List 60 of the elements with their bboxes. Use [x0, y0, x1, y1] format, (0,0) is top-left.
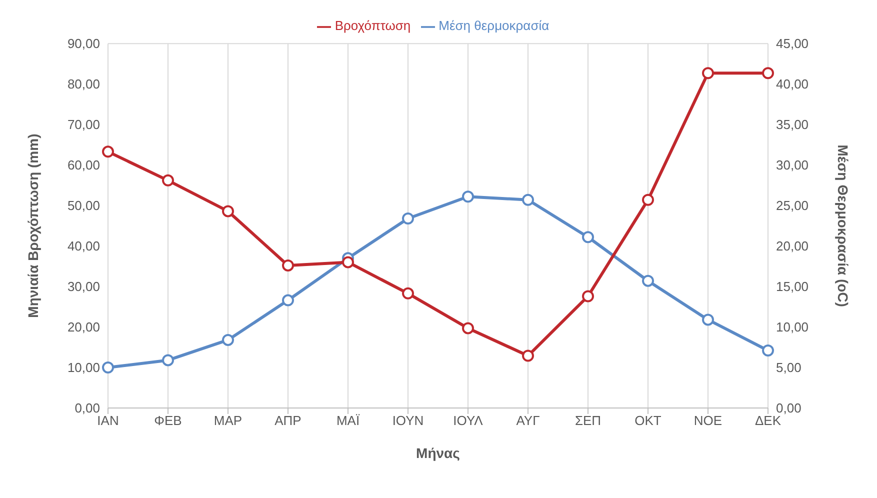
point	[282, 294, 294, 306]
y-tick-label: 70,00	[67, 117, 100, 132]
point	[582, 231, 594, 244]
point	[342, 256, 354, 268]
y-tick-label: 10,00	[67, 360, 100, 376]
point	[582, 290, 594, 302]
point	[702, 314, 714, 326]
point	[642, 274, 654, 287]
y2-tick-label: 35,00	[776, 117, 809, 132]
point	[222, 334, 234, 346]
x-tick-label: ΑΥΓ	[516, 413, 540, 428]
y-tick-label: 20,00	[67, 320, 100, 335]
y-tick-label: 50,00	[67, 198, 100, 214]
y2-tick-label: 30,00	[776, 158, 809, 173]
point	[462, 190, 474, 203]
x-tick-label: ΜΑΡ	[214, 413, 242, 428]
x-tick-label: ΟΚΤ	[634, 413, 662, 428]
point	[402, 212, 414, 224]
point	[102, 146, 114, 158]
y2-tick-label: 20,00	[776, 238, 809, 254]
y-tick-label: 80,00	[67, 76, 100, 92]
y2-tick-label: 5,00	[776, 360, 802, 376]
point	[762, 67, 774, 80]
y2-tick-label: 45,00	[776, 36, 809, 52]
y2-tick-label: 0,00	[776, 400, 802, 416]
point	[642, 194, 654, 206]
x-axis-title: Μήνας	[416, 445, 460, 461]
y2-tick-label: 10,00	[776, 320, 809, 335]
x-tick-label: ΔΕΚ	[754, 413, 782, 428]
y2-tick-label: 25,00	[776, 198, 809, 214]
x-tick-label: ΙΟΥΝ	[392, 413, 424, 428]
x-tick-label: ΦΕΒ	[154, 413, 182, 428]
x-tick-label: ΑΠΡ	[274, 413, 302, 428]
y-tick-label: 40,00	[67, 238, 100, 254]
point	[762, 344, 774, 356]
legend-label: Μέση θερμοκρασία	[438, 18, 550, 33]
legend-label: Βροχόπτωση	[334, 18, 411, 33]
point	[462, 322, 474, 334]
x-tick-label: ΙΑΝ	[97, 413, 119, 428]
point	[102, 362, 114, 374]
x-tick-label: ΙΟΥΛ	[453, 413, 484, 428]
y2-tick-label: 15,00	[776, 279, 809, 294]
y-tick-label: 60,00	[67, 158, 100, 173]
y-tick-label: 30,00	[67, 279, 100, 294]
x-tick-label: ΣΕΠ	[574, 413, 602, 428]
x-tick-label: ΜΑΪ	[336, 413, 360, 428]
y2-tick-label: 40,00	[776, 76, 809, 92]
point	[402, 287, 414, 300]
point	[522, 350, 534, 362]
point	[162, 174, 174, 186]
y2-axis-title: Μέση Θερμοκρασία (oC)	[835, 144, 852, 307]
x-tick-label: ΝΟΕ	[694, 413, 722, 428]
y-axis-title: Μηνιαία Βροχόπτωση (mm)	[24, 134, 41, 318]
point	[282, 259, 294, 272]
point	[702, 67, 714, 80]
y-tick-label: 0,00	[74, 400, 100, 416]
point	[222, 205, 234, 218]
point	[162, 354, 174, 366]
y-tick-label: 90,00	[67, 36, 100, 52]
point	[522, 194, 534, 206]
